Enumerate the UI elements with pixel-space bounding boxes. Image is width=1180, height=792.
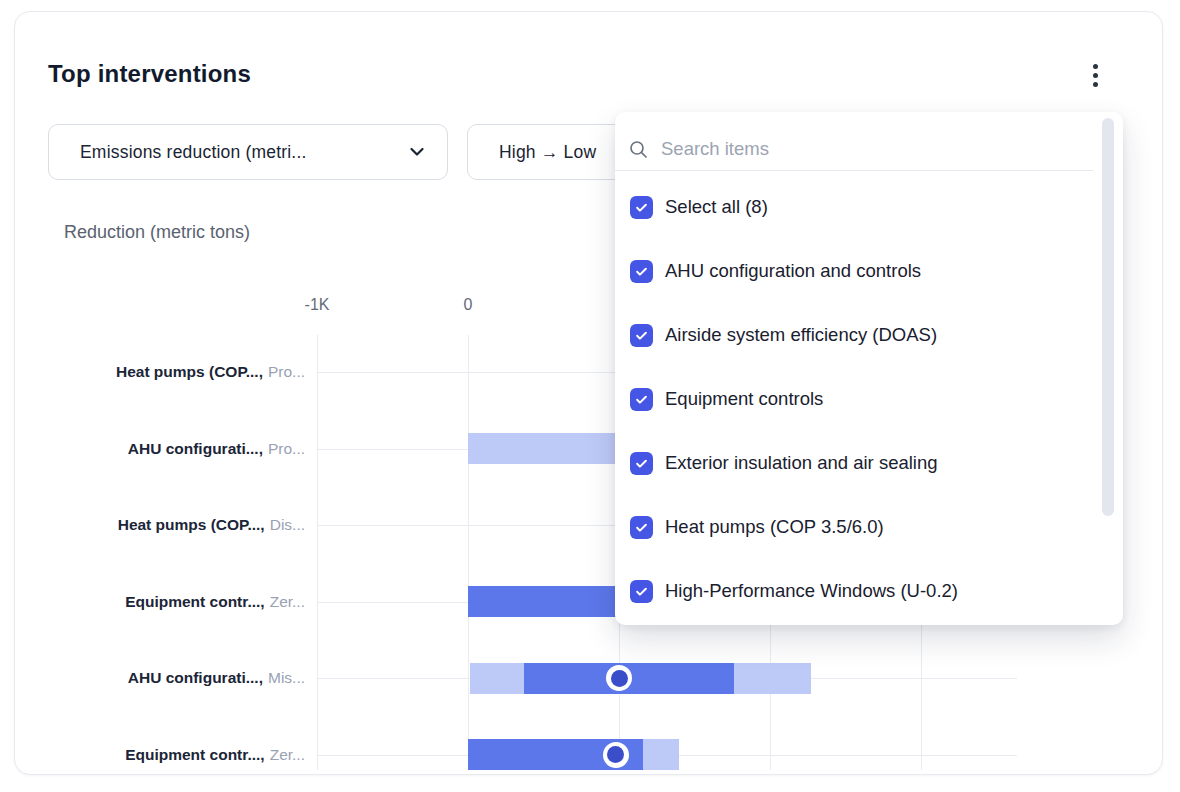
gridline-vertical bbox=[468, 335, 469, 770]
row-label-intervention: Equipment contr..., bbox=[125, 593, 265, 610]
gridline-vertical bbox=[317, 335, 318, 770]
dropdown-item-label: High-Performance Windows (U-0.2) bbox=[665, 580, 958, 602]
row-label-intervention: Equipment contr..., bbox=[125, 746, 265, 763]
row-label: Heat pumps (COP..., Pro... bbox=[40, 362, 305, 382]
dropdown-item-label: Select all (8) bbox=[665, 196, 768, 218]
bar-marker bbox=[603, 742, 629, 768]
checkbox-checked-icon[interactable] bbox=[630, 324, 653, 347]
row-label-scenario: Pro... bbox=[268, 440, 305, 457]
sort-select-value: High → Low bbox=[499, 142, 596, 163]
row-label-intervention: AHU configurati..., bbox=[128, 440, 263, 457]
row-label: Equipment contr..., Zer... bbox=[40, 745, 305, 765]
dropdown-item[interactable]: Heat pumps (COP 3.5/6.0) bbox=[615, 509, 1095, 545]
row-label-intervention: AHU configurati..., bbox=[128, 669, 263, 686]
checkbox-checked-icon[interactable] bbox=[630, 260, 653, 283]
scrollbar-thumb[interactable] bbox=[1102, 118, 1114, 516]
dropdown-item[interactable]: Equipment controls bbox=[615, 381, 1095, 417]
bar-segment[interactable] bbox=[470, 663, 524, 694]
divider bbox=[615, 170, 1093, 171]
metric-select-value: Emissions reduction (metri... bbox=[80, 142, 307, 163]
checkbox-checked-icon[interactable] bbox=[630, 388, 653, 411]
row-label: AHU configurati..., Pro... bbox=[40, 439, 305, 459]
dropdown-item-label: AHU configuration and controls bbox=[665, 260, 921, 282]
row-label: Heat pumps (COP..., Dis... bbox=[40, 515, 305, 535]
row-label-scenario: Zer... bbox=[270, 746, 305, 763]
row-label-scenario: Mis... bbox=[268, 669, 305, 686]
search-input[interactable] bbox=[661, 138, 1021, 160]
row-label-scenario: Zer... bbox=[270, 593, 305, 610]
dropdown-item[interactable]: Exterior insulation and air sealing bbox=[615, 445, 1095, 481]
chart-axis-title: Reduction (metric tons) bbox=[64, 222, 250, 243]
metric-select[interactable]: Emissions reduction (metri... bbox=[48, 124, 448, 180]
dropdown-item-label: Equipment controls bbox=[665, 388, 823, 410]
top-interventions-widget: Top interventions Emissions reduction (m… bbox=[0, 0, 1180, 792]
bar-marker-fill bbox=[611, 670, 628, 687]
row-label-intervention: Heat pumps (COP..., bbox=[116, 363, 263, 380]
row-label-intervention: Heat pumps (COP..., bbox=[118, 516, 265, 533]
bar-segment[interactable] bbox=[734, 663, 811, 694]
dropdown-item[interactable]: Select all (8) bbox=[615, 189, 1095, 225]
dropdown-item-label: Heat pumps (COP 3.5/6.0) bbox=[665, 516, 884, 538]
dropdown-item-label: Exterior insulation and air sealing bbox=[665, 452, 938, 474]
bar-segment[interactable] bbox=[643, 739, 679, 770]
dropdown-item[interactable]: High-Performance Windows (U-0.2) bbox=[615, 573, 1095, 609]
bar-marker bbox=[606, 665, 632, 691]
checkbox-checked-icon[interactable] bbox=[630, 452, 653, 475]
bar-marker-fill bbox=[607, 746, 624, 763]
checkbox-checked-icon[interactable] bbox=[630, 580, 653, 603]
search-row bbox=[615, 126, 1075, 172]
checkbox-checked-icon[interactable] bbox=[630, 196, 653, 219]
dropdown-item[interactable]: AHU configuration and controls bbox=[615, 253, 1095, 289]
row-label-scenario: Dis... bbox=[270, 516, 305, 533]
page-title: Top interventions bbox=[48, 60, 251, 88]
x-tick-label: -1K bbox=[287, 296, 347, 314]
dropdown-item[interactable]: Airside system efficiency (DOAS) bbox=[615, 317, 1095, 353]
row-label: AHU configurati..., Mis... bbox=[40, 668, 305, 688]
chevron-down-icon bbox=[407, 142, 427, 162]
search-icon bbox=[629, 140, 648, 159]
dropdown-item-label: Airside system efficiency (DOAS) bbox=[665, 324, 937, 346]
kebab-menu-icon[interactable] bbox=[1084, 58, 1106, 92]
filter-dropdown-panel: Select all (8) AHU configuration and cont… bbox=[615, 112, 1123, 625]
row-label-scenario: Pro... bbox=[268, 363, 305, 380]
checkbox-checked-icon[interactable] bbox=[630, 516, 653, 539]
row-label: Equipment contr..., Zer... bbox=[40, 592, 305, 612]
x-tick-label: 0 bbox=[438, 296, 498, 314]
